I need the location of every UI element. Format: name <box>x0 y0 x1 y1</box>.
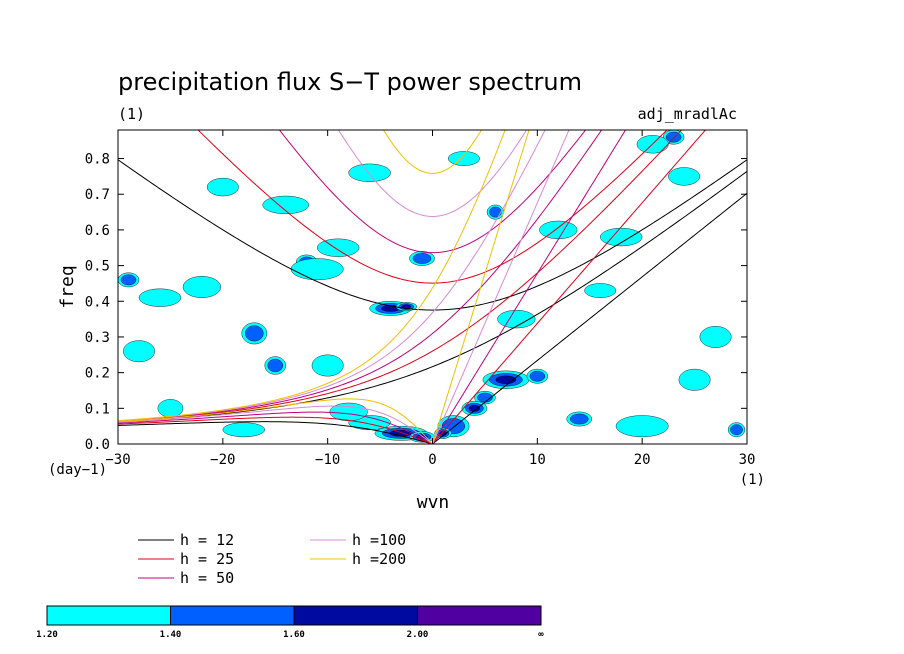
power-blob-37-level-1 <box>123 340 155 363</box>
power-blob-35-level-1 <box>348 163 391 182</box>
y-axis: 0.0 0.1 0.2 0.3 0.4 0.5 0.6 0.7 0.8 <box>85 152 747 453</box>
power-blob-14-level-1 <box>311 354 344 377</box>
curve-kelvin-h25 <box>432 130 707 444</box>
legend-label-h12: h = 12 <box>180 531 234 549</box>
colorbar-level-label: ∞ <box>538 630 544 640</box>
curve-er-h25 <box>118 416 433 444</box>
power-blob-34-level-1 <box>206 177 239 197</box>
legend-label-h100: h =100 <box>352 531 406 549</box>
curve-ig-h100 <box>337 130 528 217</box>
power-contours <box>118 130 746 443</box>
curve-kelvin-h50 <box>432 130 627 444</box>
colorbar-level-label: 2.00 <box>407 630 429 640</box>
x-axis: −30 −20 −10 0 10 20 30 <box>105 130 755 468</box>
power-blob-36-level-1 <box>448 151 480 166</box>
x-tick-label: 10 <box>529 452 546 468</box>
y-tick-label: 0.1 <box>85 401 110 417</box>
y-axis-unit: (day−1) <box>48 462 107 478</box>
curve-mrg-h12 <box>118 170 747 423</box>
y-axis-label: freq <box>57 265 78 308</box>
legend-label-h50: h = 50 <box>180 569 234 587</box>
y-tick-label: 0.6 <box>85 223 110 239</box>
curve-kelvin-h100 <box>432 130 570 444</box>
power-blob-38-level-1 <box>699 326 732 348</box>
x-tick-label: −10 <box>315 452 340 468</box>
y-tick-label: 0.8 <box>85 152 110 168</box>
colorbar-segment-1 <box>170 605 295 626</box>
power-blob-12-level-2 <box>245 325 264 342</box>
colorbar-level-label: 1.20 <box>36 630 58 640</box>
legend-label-h25: h = 25 <box>180 550 234 568</box>
power-blob-4-level-3 <box>468 404 481 412</box>
y-tick-label: 0.7 <box>85 187 110 203</box>
y-tick-label: 0.0 <box>85 437 110 453</box>
x-tick-label: −30 <box>105 452 130 468</box>
y-tick-label: 0.5 <box>85 259 110 275</box>
power-blob-31-level-1 <box>584 283 617 298</box>
curve-er-h100 <box>118 405 433 444</box>
curve-mrg-h200 <box>118 130 506 422</box>
curve-kelvin-h200 <box>432 130 530 444</box>
power-blob-11-level-2 <box>120 274 137 286</box>
curve-er-h50 <box>118 411 433 444</box>
curve-mrg-h50 <box>118 130 603 422</box>
dispersion-curves <box>118 130 747 444</box>
curve-er-h200 <box>118 398 433 444</box>
power-blob-33-level-1 <box>668 167 701 186</box>
y-tick-label: 0.3 <box>85 330 110 346</box>
colorbar-segment-2 <box>293 605 418 626</box>
power-blob-17-level-2 <box>412 253 432 264</box>
chart-title: precipitation flux S−T power spectrum <box>118 68 582 96</box>
power-blob-20-level-2 <box>529 370 546 382</box>
power-blob-23-level-2 <box>730 424 743 436</box>
y-tick-label: 0.4 <box>85 294 110 310</box>
power-blob-25-level-1 <box>138 288 182 307</box>
x-axis-label: wvn <box>417 492 450 513</box>
x-tick-label: −20 <box>210 452 235 468</box>
curve-mrg-h25 <box>118 130 683 423</box>
colorbar-segment-3 <box>417 605 542 626</box>
power-blob-32-level-1 <box>615 415 669 438</box>
power-blob-18-level-2 <box>489 206 502 218</box>
power-blob-19-level-2 <box>570 413 589 425</box>
curve-kelvin-h12 <box>432 192 747 444</box>
power-blob-41-level-1 <box>678 368 711 391</box>
x-tick-label: 30 <box>739 452 756 468</box>
power-blob-26-level-1 <box>182 276 221 298</box>
power-blob-40-level-1 <box>222 422 265 438</box>
power-blob-21-level-2 <box>665 131 682 143</box>
curve-ig-h25 <box>197 130 668 284</box>
x-axis-unit: (1) <box>740 472 765 488</box>
power-blob-13-level-2 <box>267 358 283 373</box>
chart-subtitle-right: adj_mradlAc <box>638 105 737 123</box>
x-tick-label: 20 <box>634 452 651 468</box>
power-blob-29-level-1 <box>539 220 578 240</box>
power-blob-28-level-1 <box>316 238 360 257</box>
power-blob-30-level-1 <box>600 227 643 247</box>
curve-ig-h12 <box>118 159 747 311</box>
power-blob-1-level-4 <box>404 304 409 309</box>
colorbar-segment-0 <box>46 605 171 626</box>
x-tick-label: 0 <box>428 452 436 468</box>
colorbar-level-label: 1.60 <box>283 630 305 640</box>
colorbar-level-label: 1.40 <box>160 630 182 640</box>
colorbar: 1.20 1.40 1.60 2.00 ∞ <box>36 605 544 640</box>
curve-er-h12 <box>118 421 433 444</box>
legend-label-h200: h =200 <box>352 550 406 568</box>
power-blob-24-level-1 <box>157 399 184 418</box>
chart-subtitle-left: (1) <box>118 105 145 123</box>
curve-ig-h50 <box>278 130 587 254</box>
power-blob-16-level-1 <box>290 258 344 281</box>
y-tick-label: 0.2 <box>85 366 110 382</box>
curve-ig-h200 <box>382 130 483 174</box>
